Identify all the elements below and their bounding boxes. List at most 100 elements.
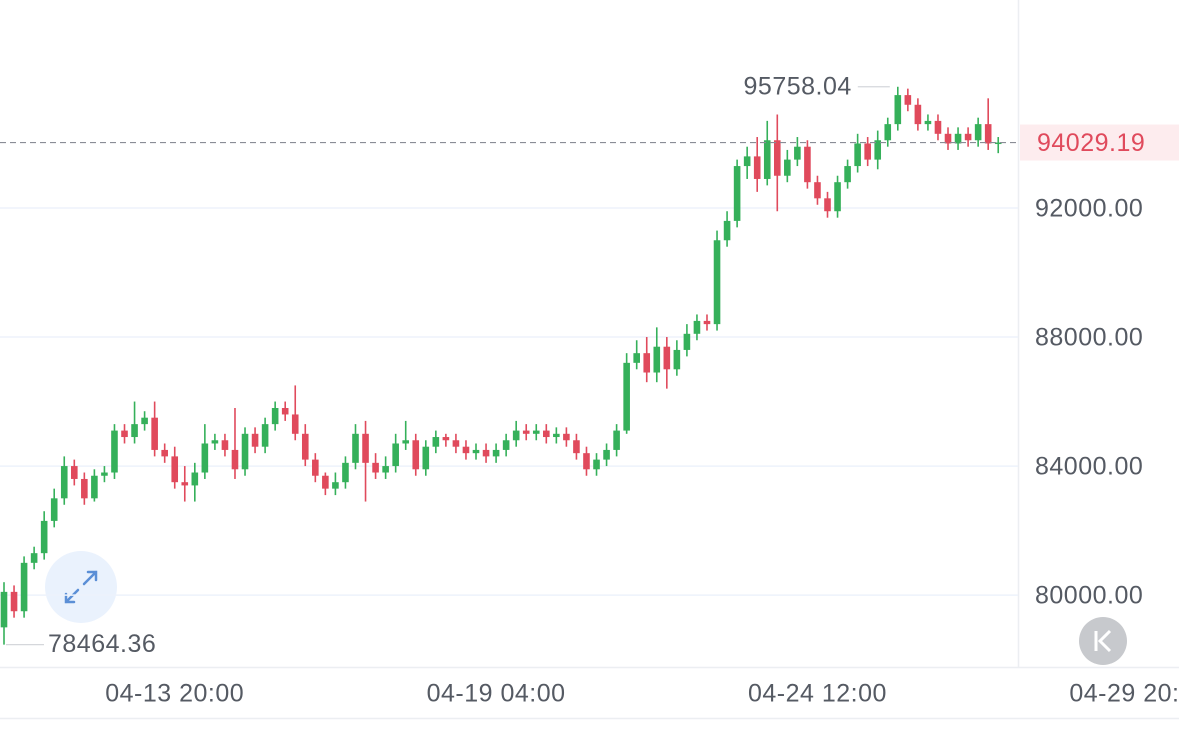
candle-body	[553, 433, 560, 438]
x-tick-label: 04-19 04:00	[427, 680, 566, 708]
candle-body	[432, 437, 440, 447]
candle-body	[211, 440, 219, 444]
candle-body	[974, 124, 982, 141]
candle-body	[251, 433, 259, 447]
candle-body	[422, 446, 430, 470]
candle-body	[50, 498, 58, 521]
candle-body	[462, 446, 470, 454]
candle-body	[312, 459, 319, 476]
candle-body	[874, 140, 882, 160]
y-tick-label: 92000.00	[1035, 195, 1143, 223]
x-tick-label: 04-24 12:00	[748, 680, 887, 708]
candle-body	[472, 449, 480, 454]
candle-body	[101, 472, 108, 476]
candle-body	[291, 414, 299, 434]
candle-body	[342, 462, 349, 483]
candle-body	[141, 417, 148, 425]
candle-body	[994, 142, 1002, 145]
candle-body	[20, 562, 28, 612]
y-tick-label: 80000.00	[1035, 582, 1143, 610]
candle-body	[40, 520, 48, 554]
candle-body	[954, 133, 962, 144]
candle-body	[743, 156, 751, 167]
last-price-label: 94029.19	[1037, 129, 1145, 157]
last-price-tag	[1020, 124, 1179, 161]
candle-body	[914, 104, 922, 125]
candle-body	[221, 440, 229, 450]
candle-body	[984, 124, 992, 144]
candle-body	[693, 320, 701, 334]
candle-body	[301, 433, 309, 460]
candle-body	[703, 320, 711, 325]
candle-body	[322, 475, 329, 489]
candle-body	[784, 159, 791, 176]
candle-body	[281, 408, 289, 415]
candle-body	[332, 482, 339, 489]
candle-body	[773, 140, 781, 176]
candle-body	[934, 120, 942, 134]
candle-body	[231, 449, 239, 470]
candle-body	[402, 440, 410, 444]
candle-body	[70, 466, 78, 479]
candle-body	[924, 120, 932, 125]
low-label: 78464.36	[48, 630, 156, 658]
candle-body	[372, 462, 379, 473]
candle-body	[804, 146, 811, 183]
candle-body	[512, 430, 520, 441]
candle-body	[442, 437, 450, 441]
candle-body	[111, 430, 118, 473]
candle-body	[412, 440, 420, 470]
candle-body	[392, 443, 399, 467]
candle-body	[623, 362, 630, 431]
candle-body	[854, 143, 861, 167]
candle-body	[794, 146, 801, 160]
candle-body	[894, 95, 902, 125]
candle-body	[653, 346, 661, 373]
candle-body	[171, 456, 179, 483]
candle-body	[201, 443, 209, 473]
candle-body	[834, 182, 841, 212]
candle-body	[60, 466, 68, 499]
candle-body	[131, 424, 138, 438]
candle-body	[81, 478, 88, 499]
candle-body	[613, 430, 620, 450]
candle-body	[593, 459, 600, 470]
x-tick-label: 04-13 20:00	[105, 680, 244, 708]
candle-body	[522, 430, 530, 434]
candle-body	[10, 591, 18, 612]
candle-body	[30, 553, 38, 563]
candle-body	[713, 240, 721, 325]
candle-body	[362, 433, 369, 463]
candle-body	[763, 140, 771, 179]
y-tick-label: 88000.00	[1035, 324, 1143, 352]
candle-body	[633, 353, 640, 363]
y-tick-label: 84000.00	[1035, 453, 1143, 481]
candle-body	[352, 433, 359, 463]
candle-body	[261, 424, 269, 447]
candle-body	[91, 475, 98, 499]
candle-body	[151, 417, 158, 450]
candle-body	[161, 449, 168, 457]
candle-body	[683, 333, 691, 350]
candle-body	[844, 166, 851, 183]
candle-body	[271, 408, 279, 425]
scroll-latest-button[interactable]	[1079, 617, 1127, 665]
candle-body	[603, 449, 610, 460]
candle-body	[502, 440, 510, 450]
expand-button[interactable]	[45, 551, 117, 623]
candle-body	[864, 143, 871, 160]
candle-body	[964, 133, 972, 141]
candle-body	[563, 433, 570, 441]
candle-body	[944, 133, 952, 144]
high-label: 95758.04	[744, 72, 852, 100]
candle-body	[492, 449, 500, 457]
candle-body	[753, 156, 761, 179]
candle-body	[583, 453, 590, 470]
candle-body	[241, 433, 249, 470]
candle-body	[723, 220, 731, 241]
scroll-latest-icon	[1094, 629, 1112, 653]
candle-body	[0, 591, 8, 628]
candle-body	[191, 472, 199, 486]
candle-body	[814, 182, 821, 199]
